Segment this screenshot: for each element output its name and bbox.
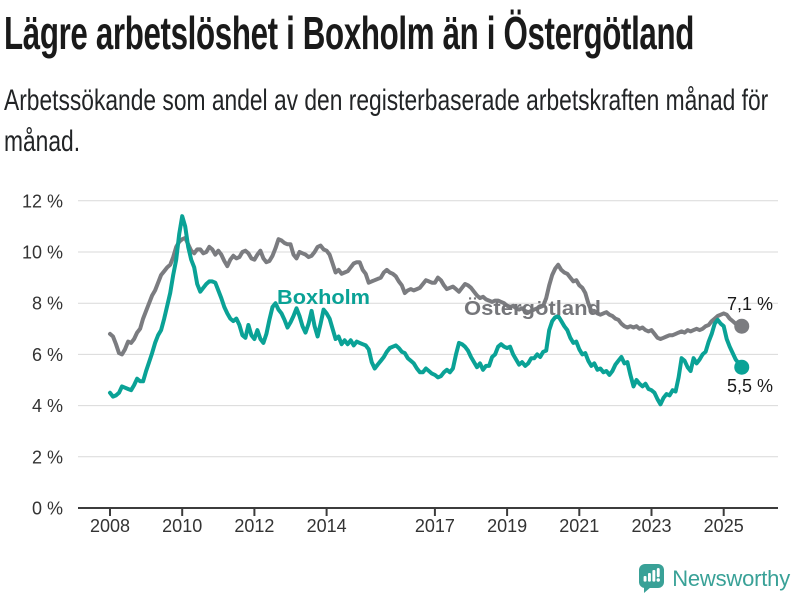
y-axis-tick-label: 6 %: [32, 345, 63, 365]
y-axis-tick-label: 8 %: [32, 294, 63, 314]
chart-series-label-boxholm: Boxholm: [277, 287, 370, 309]
y-axis-tick-label: 12 %: [22, 191, 63, 211]
x-axis-tick-label: 2010: [162, 516, 202, 536]
chart-series-label-ostergotland: Östergötland: [464, 297, 601, 320]
chart-subtitle: Arbetssökande som andel av den registerb…: [4, 84, 769, 159]
x-axis-tick-label: 2019: [487, 516, 527, 536]
x-axis-tick-label: 2025: [704, 516, 744, 536]
y-axis-tick-label: 2 %: [32, 447, 63, 467]
y-axis-tick-label: 4 %: [32, 396, 63, 416]
x-axis-tick-label: 2021: [559, 516, 599, 536]
line-chart: 0 % 2 % 4 % 6 % 8 % 10 % 12 % 2008 2010 2012 2014 2…: [22, 191, 778, 536]
x-axis-tick-label: 2008: [90, 516, 130, 536]
x-axis-tick-label: 2017: [415, 516, 455, 536]
x-axis-tick-label: 2014: [307, 516, 347, 536]
brand-footer: Newsworthy: [638, 563, 790, 594]
x-axis-tick-label: 2023: [631, 516, 671, 536]
chart-line-ostergotland: [108, 235, 744, 357]
chart-title: Lägre arbetslöshet i Boxholm än i Österg…: [4, 7, 695, 59]
newsworthy-logo-icon: [638, 563, 665, 594]
chart-end-value-boxholm: 5,5 %: [727, 376, 773, 396]
chart-end-dot-ostergotland: [734, 318, 750, 334]
y-axis-tick-label: 0 %: [32, 499, 63, 519]
x-axis-tick-label: 2012: [234, 516, 274, 536]
chart-end-dot-boxholm: [734, 359, 750, 375]
chart-end-value-ostergotland: 7,1 %: [727, 294, 773, 314]
chart-line-boxholm: [108, 214, 744, 407]
brand-name: Newsworthy: [672, 565, 790, 591]
y-axis-tick-label: 10 %: [22, 243, 63, 263]
